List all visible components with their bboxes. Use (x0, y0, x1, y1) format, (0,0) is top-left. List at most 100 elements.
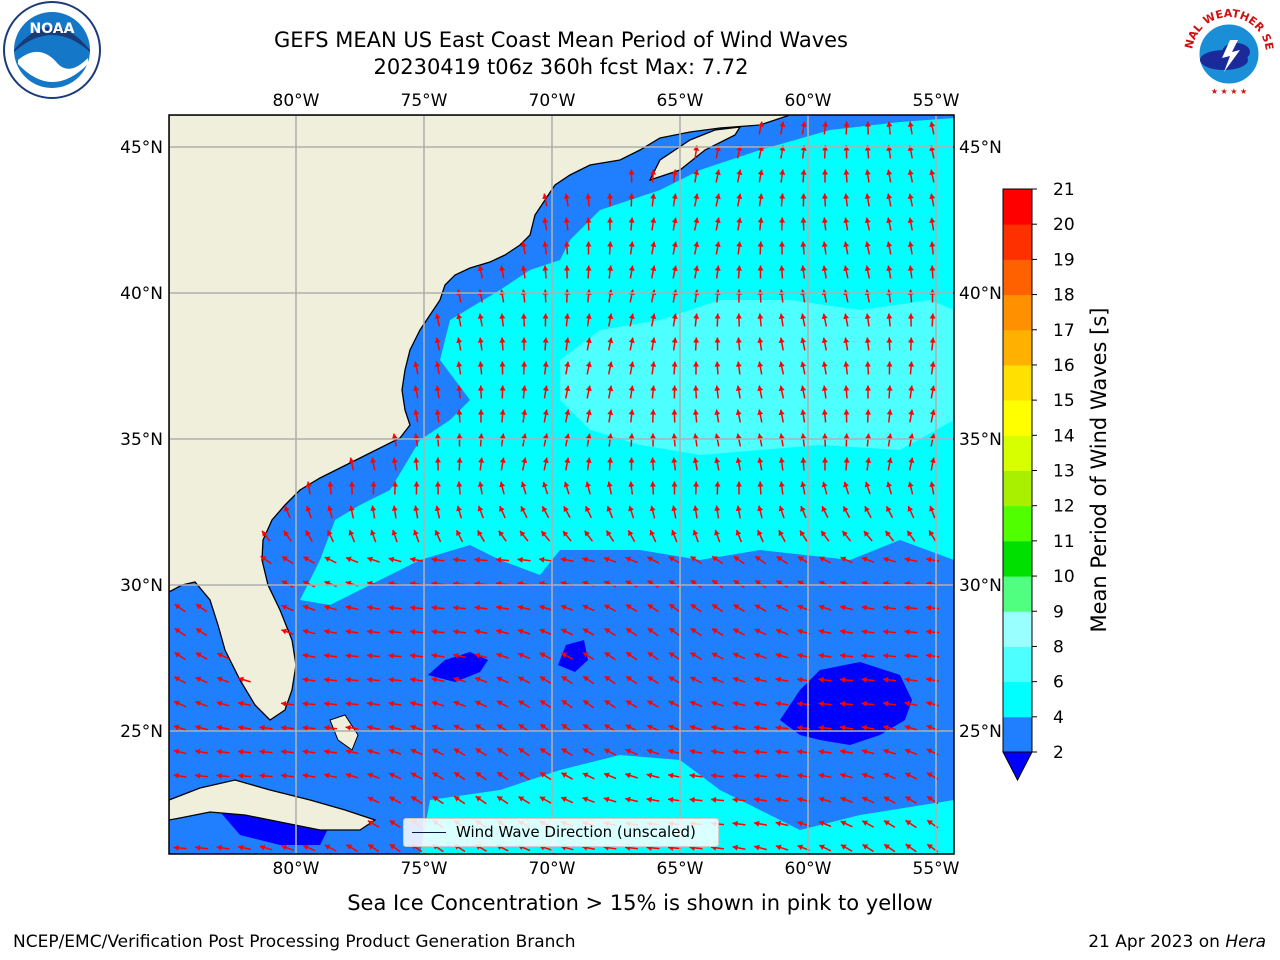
wind-arrow (582, 772, 595, 780)
wind-arrow (886, 169, 893, 183)
lat-ticks-right: 45°N 40°N 35°N 30°N 25°N (959, 138, 1002, 742)
wind-arrow (409, 556, 424, 563)
wind-arrow (607, 265, 614, 279)
wind-arrow (582, 675, 595, 685)
wind-arrow (606, 193, 613, 207)
wind-arrow (628, 337, 635, 351)
wind-arrow (561, 747, 573, 757)
wind-arrow (628, 217, 635, 231)
wind-arrow (348, 505, 355, 519)
wind-arrow (775, 844, 789, 851)
wind-arrow (434, 529, 442, 543)
wind-arrow (388, 652, 402, 659)
wind-arrow (366, 628, 381, 635)
wind-arrow (650, 169, 657, 183)
wind-arrow (539, 604, 552, 611)
colorbar-segment (1003, 364, 1032, 401)
wind-arrow (882, 604, 897, 611)
wind-arrow (818, 676, 832, 683)
wind-arrow (839, 628, 854, 635)
wind-arrow (650, 313, 657, 327)
wind-arrow (778, 385, 785, 399)
wind-arrow (475, 747, 487, 757)
wind-arrow (650, 409, 657, 423)
wind-arrow (736, 193, 743, 207)
wind-arrow (690, 603, 702, 613)
wind-arrow (732, 724, 746, 731)
wind-arrow (324, 604, 337, 611)
wind-arrow (710, 724, 725, 731)
wind-arrow (475, 771, 487, 781)
wind-arrow (778, 337, 785, 351)
wind-arrow (452, 604, 467, 611)
wind-arrow (391, 457, 398, 471)
wind-arrow (906, 530, 916, 542)
wind-arrow (603, 748, 617, 756)
wind-arrow (389, 819, 401, 829)
wind-arrow (453, 724, 466, 732)
noaa-logo: NOAA (3, 1, 101, 99)
wind-arrow (409, 676, 424, 683)
wind-arrow (625, 651, 638, 661)
wind-arrow (584, 505, 593, 519)
wind-arrow (366, 700, 381, 707)
wind-arrow (173, 748, 187, 755)
wind-arrow (496, 652, 509, 659)
wind-arrow (733, 603, 745, 613)
wind-arrow (690, 579, 702, 589)
wind-arrow (625, 724, 638, 732)
wind-arrow (542, 481, 549, 495)
wind-arrow (606, 505, 614, 519)
wind-arrow (668, 603, 681, 613)
wind-arrow (456, 313, 463, 327)
wind-arrow (822, 457, 829, 471)
wind-arrow (539, 771, 552, 781)
wind-arrow (753, 772, 768, 779)
wind-arrow (585, 361, 592, 375)
wind-arrow (864, 265, 871, 279)
wind-arrow (650, 265, 657, 279)
colorbar-tick-label: 21 (1053, 180, 1075, 200)
colorbar-segment (1003, 329, 1032, 366)
wind-arrow (821, 409, 828, 423)
wind-arrow (366, 652, 381, 659)
wind-arrow (173, 844, 187, 851)
lon-ticks-top: 80°W 75°W 70°W 65°W 60°W 55°W (273, 91, 960, 111)
wind-arrow (413, 361, 420, 375)
wind-arrow (908, 385, 915, 399)
wind-arrow (693, 361, 700, 375)
wind-arrow (542, 265, 549, 279)
wind-arrow (818, 844, 832, 852)
wind-arrow (434, 361, 441, 375)
wind-arrow (410, 700, 423, 707)
wind-arrow (388, 748, 402, 755)
wind-arrow (367, 748, 380, 755)
wind-arrow (753, 724, 768, 731)
lat-tick-label: 45°N (959, 138, 1002, 158)
wind-arrow (753, 748, 768, 755)
wind-arrow (519, 530, 529, 542)
wind-arrow (929, 241, 936, 255)
wind-arrow (302, 556, 316, 564)
wind-arrow (886, 385, 893, 399)
wind-arrow (195, 652, 208, 660)
wind-arrow (195, 724, 208, 731)
wind-arrow (520, 505, 528, 519)
wind-arrow (714, 193, 721, 207)
wind-arrow (757, 433, 764, 447)
wind-arrow (907, 193, 914, 207)
wind-arrow (710, 796, 725, 803)
wind-arrow (628, 457, 635, 471)
wind-arrow (861, 820, 875, 828)
wind-arrow (779, 217, 786, 231)
wind-arrow (925, 628, 940, 635)
wind-arrow (671, 481, 678, 495)
land-north-america (169, 115, 791, 721)
wind-arrow (477, 265, 484, 279)
wind-arrow (582, 699, 595, 709)
wind-arrow (735, 385, 742, 399)
wind-arrow (839, 652, 854, 659)
wind-arrow (563, 265, 570, 279)
wind-arrow (391, 529, 398, 543)
wind-arrow (607, 385, 614, 399)
